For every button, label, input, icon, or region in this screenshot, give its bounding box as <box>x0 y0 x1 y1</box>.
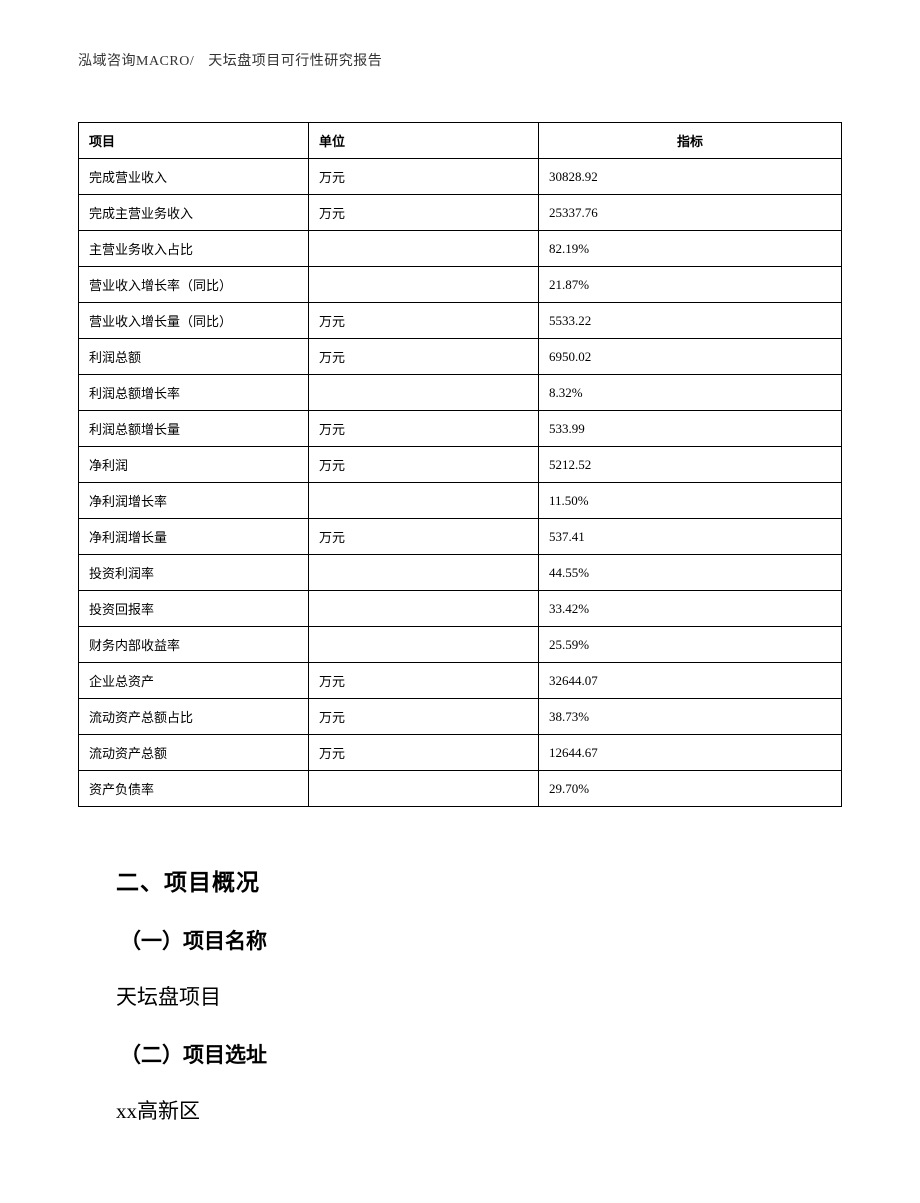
cell-unit <box>309 591 539 627</box>
cell-item: 利润总额 <box>79 339 309 375</box>
cell-value: 32644.07 <box>539 663 842 699</box>
cell-item: 净利润增长率 <box>79 483 309 519</box>
cell-unit <box>309 231 539 267</box>
cell-unit <box>309 483 539 519</box>
cell-value: 537.41 <box>539 519 842 555</box>
col-header-value: 指标 <box>539 123 842 159</box>
cell-value: 5212.52 <box>539 447 842 483</box>
subsection-title-1: （一）项目名称 <box>120 925 832 955</box>
table-row: 营业收入增长量（同比）万元5533.22 <box>79 303 842 339</box>
cell-value: 8.32% <box>539 375 842 411</box>
cell-item: 营业收入增长量（同比） <box>79 303 309 339</box>
table-row: 财务内部收益率 25.59% <box>79 627 842 663</box>
cell-item: 利润总额增长量 <box>79 411 309 447</box>
cell-unit: 万元 <box>309 735 539 771</box>
cell-value: 25337.76 <box>539 195 842 231</box>
cell-value: 29.70% <box>539 771 842 807</box>
cell-item: 财务内部收益率 <box>79 627 309 663</box>
cell-item: 完成主营业务收入 <box>79 195 309 231</box>
table-body: 完成营业收入万元30828.92 完成主营业务收入万元25337.76 主营业务… <box>79 159 842 807</box>
cell-value: 44.55% <box>539 555 842 591</box>
cell-item: 投资回报率 <box>79 591 309 627</box>
table-row: 资产负债率 29.70% <box>79 771 842 807</box>
cell-value: 6950.02 <box>539 339 842 375</box>
table-row: 投资利润率 44.55% <box>79 555 842 591</box>
page-header: 泓域咨询MACRO/ 天坛盘项目可行性研究报告 <box>78 50 842 70</box>
cell-unit: 万元 <box>309 699 539 735</box>
body-text-1: 天坛盘项目 <box>116 981 832 1011</box>
cell-unit: 万元 <box>309 339 539 375</box>
cell-unit: 万元 <box>309 447 539 483</box>
cell-value: 25.59% <box>539 627 842 663</box>
table-row: 完成主营业务收入万元25337.76 <box>79 195 842 231</box>
document-page: 泓域咨询MACRO/ 天坛盘项目可行性研究报告 项目 单位 指标 完成营业收入万… <box>0 0 920 1203</box>
cell-item: 流动资产总额 <box>79 735 309 771</box>
table-row: 净利润增长量万元537.41 <box>79 519 842 555</box>
table-header-row: 项目 单位 指标 <box>79 123 842 159</box>
cell-item: 净利润 <box>79 447 309 483</box>
body-content: 二、项目概况 （一）项目名称 天坛盘项目 （二）项目选址 xx高新区 <box>78 863 842 1125</box>
table-row: 利润总额万元6950.02 <box>79 339 842 375</box>
cell-value: 12644.67 <box>539 735 842 771</box>
cell-item: 完成营业收入 <box>79 159 309 195</box>
cell-value: 5533.22 <box>539 303 842 339</box>
cell-item: 资产负债率 <box>79 771 309 807</box>
cell-unit <box>309 375 539 411</box>
table-row: 流动资产总额占比万元38.73% <box>79 699 842 735</box>
cell-value: 30828.92 <box>539 159 842 195</box>
table-row: 主营业务收入占比 82.19% <box>79 231 842 267</box>
body-text-2: xx高新区 <box>116 1095 832 1125</box>
cell-item: 净利润增长量 <box>79 519 309 555</box>
cell-item: 利润总额增长率 <box>79 375 309 411</box>
table-row: 净利润增长率 11.50% <box>79 483 842 519</box>
cell-item: 营业收入增长率（同比） <box>79 267 309 303</box>
header-doc-title: 天坛盘项目可行性研究报告 <box>208 54 382 69</box>
cell-value: 533.99 <box>539 411 842 447</box>
table-row: 利润总额增长量万元533.99 <box>79 411 842 447</box>
section-title: 二、项目概况 <box>116 863 832 897</box>
table-row: 完成营业收入万元30828.92 <box>79 159 842 195</box>
cell-value: 33.42% <box>539 591 842 627</box>
cell-item: 流动资产总额占比 <box>79 699 309 735</box>
cell-unit: 万元 <box>309 411 539 447</box>
cell-unit: 万元 <box>309 663 539 699</box>
cell-value: 82.19% <box>539 231 842 267</box>
cell-value: 21.87% <box>539 267 842 303</box>
table-row: 营业收入增长率（同比） 21.87% <box>79 267 842 303</box>
cell-value: 38.73% <box>539 699 842 735</box>
cell-item: 主营业务收入占比 <box>79 231 309 267</box>
metrics-table: 项目 单位 指标 完成营业收入万元30828.92 完成主营业务收入万元2533… <box>78 122 842 807</box>
cell-unit <box>309 771 539 807</box>
cell-unit <box>309 267 539 303</box>
table-row: 净利润万元5212.52 <box>79 447 842 483</box>
cell-unit <box>309 627 539 663</box>
cell-item: 投资利润率 <box>79 555 309 591</box>
cell-unit: 万元 <box>309 159 539 195</box>
col-header-unit: 单位 <box>309 123 539 159</box>
table-row: 利润总额增长率 8.32% <box>79 375 842 411</box>
header-company: 泓域咨询MACRO/ <box>78 54 194 69</box>
table-row: 投资回报率 33.42% <box>79 591 842 627</box>
cell-value: 11.50% <box>539 483 842 519</box>
table-row: 流动资产总额万元12644.67 <box>79 735 842 771</box>
cell-unit: 万元 <box>309 195 539 231</box>
table-row: 企业总资产万元32644.07 <box>79 663 842 699</box>
subsection-title-2: （二）项目选址 <box>120 1039 832 1069</box>
cell-unit <box>309 555 539 591</box>
cell-unit: 万元 <box>309 303 539 339</box>
cell-unit: 万元 <box>309 519 539 555</box>
cell-item: 企业总资产 <box>79 663 309 699</box>
col-header-item: 项目 <box>79 123 309 159</box>
